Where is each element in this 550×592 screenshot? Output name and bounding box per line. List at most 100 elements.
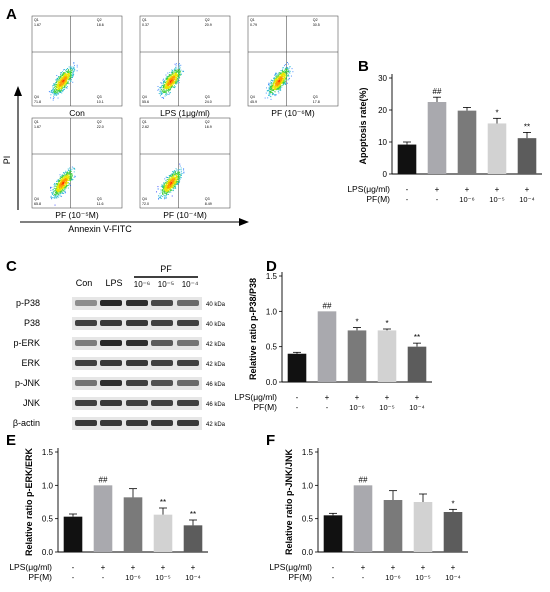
flow-event (162, 91, 164, 93)
flow-event (59, 77, 61, 79)
quadrant-q2-value: 18.6 (97, 23, 104, 27)
flow-event (61, 176, 63, 178)
flow-event (66, 80, 68, 82)
flow-event (68, 182, 70, 184)
blot-band (100, 360, 122, 366)
flow-event (59, 84, 61, 86)
flow-event (65, 77, 67, 79)
flow-event (71, 175, 73, 176)
bar (123, 497, 143, 552)
bar (153, 514, 173, 552)
flow-event (166, 189, 168, 191)
flow-event (279, 83, 281, 85)
flow-event (162, 186, 164, 187)
flow-event (62, 179, 64, 181)
pf-cell-b: - (406, 195, 409, 204)
flow-event (275, 86, 276, 88)
flow-event (61, 181, 63, 183)
flow-event (172, 180, 173, 182)
quadrant-q1-name: Q1 (142, 120, 147, 124)
flow-event (281, 86, 283, 88)
flow-event (164, 195, 166, 197)
flow-event (65, 177, 67, 179)
flow-event (168, 75, 170, 77)
flow-event (167, 89, 169, 90)
flow-event (70, 74, 72, 75)
flow-event (165, 185, 167, 187)
flow-event (169, 85, 171, 86)
flow-event (179, 165, 181, 167)
flow-event (179, 72, 180, 73)
flow-event (170, 86, 172, 88)
flow-event (268, 89, 270, 91)
flow-event (178, 171, 180, 173)
pf-cell-d: 10⁻⁴ (409, 403, 425, 412)
flow-event (168, 181, 170, 183)
flow-event (177, 171, 179, 173)
flow-event (63, 175, 65, 177)
flow-event (53, 186, 55, 188)
flow-event (175, 72, 177, 74)
flow-event (62, 84, 64, 86)
flow-event (168, 183, 170, 185)
flow-event (69, 178, 71, 180)
flow-event (57, 92, 59, 94)
flow-event (276, 75, 278, 77)
flow-event (271, 91, 273, 93)
flow-event (175, 179, 177, 181)
flow-event (174, 68, 176, 70)
flow-event (167, 81, 168, 83)
flow-event (61, 79, 63, 81)
flow-event (268, 83, 270, 85)
flow-event (162, 90, 163, 92)
significance-mark: ## (359, 475, 368, 484)
bar (377, 330, 397, 382)
flow-event (277, 88, 279, 90)
flow-event (276, 81, 278, 83)
flow-event (181, 173, 183, 174)
flow-event (167, 85, 169, 87)
flow-event (168, 181, 170, 183)
y-tick-label: 0.0 (266, 378, 278, 387)
flow-event (161, 189, 163, 191)
flow-event (62, 193, 64, 194)
flow-event (52, 87, 54, 89)
flow-event (292, 71, 294, 73)
flow-event (172, 81, 174, 83)
flow-event (265, 92, 267, 94)
flow-event (166, 186, 168, 188)
flow-event (56, 90, 58, 91)
flow-event (54, 91, 56, 93)
flow-event (62, 172, 64, 174)
quadrant-q1-name: Q1 (142, 18, 147, 22)
flow-event (166, 76, 168, 78)
flow-event (171, 80, 173, 82)
flow-event (56, 185, 58, 187)
flow-event (58, 194, 60, 196)
flow-event (277, 87, 279, 89)
flow-event (62, 75, 64, 76)
flow-event (159, 93, 161, 95)
flow-event (67, 75, 69, 77)
flow-event (274, 86, 276, 87)
flow-event (66, 178, 68, 180)
flow-event (175, 76, 177, 78)
flow-event (269, 93, 271, 95)
flow-event (73, 168, 75, 170)
flow-event (162, 190, 164, 192)
flow-event (173, 185, 175, 187)
flow-event (175, 181, 177, 183)
flow-event (54, 193, 56, 195)
flow-event (66, 177, 68, 179)
y-tick-label: 30 (378, 74, 387, 83)
flow-event (65, 173, 67, 175)
quadrant-q1-value: 0.79 (250, 23, 257, 27)
flow-event (167, 181, 169, 183)
flow-event (71, 173, 73, 175)
flow-event (177, 75, 179, 77)
flow-event (270, 86, 272, 88)
flow-event (65, 176, 67, 177)
flow-event (60, 86, 62, 87)
